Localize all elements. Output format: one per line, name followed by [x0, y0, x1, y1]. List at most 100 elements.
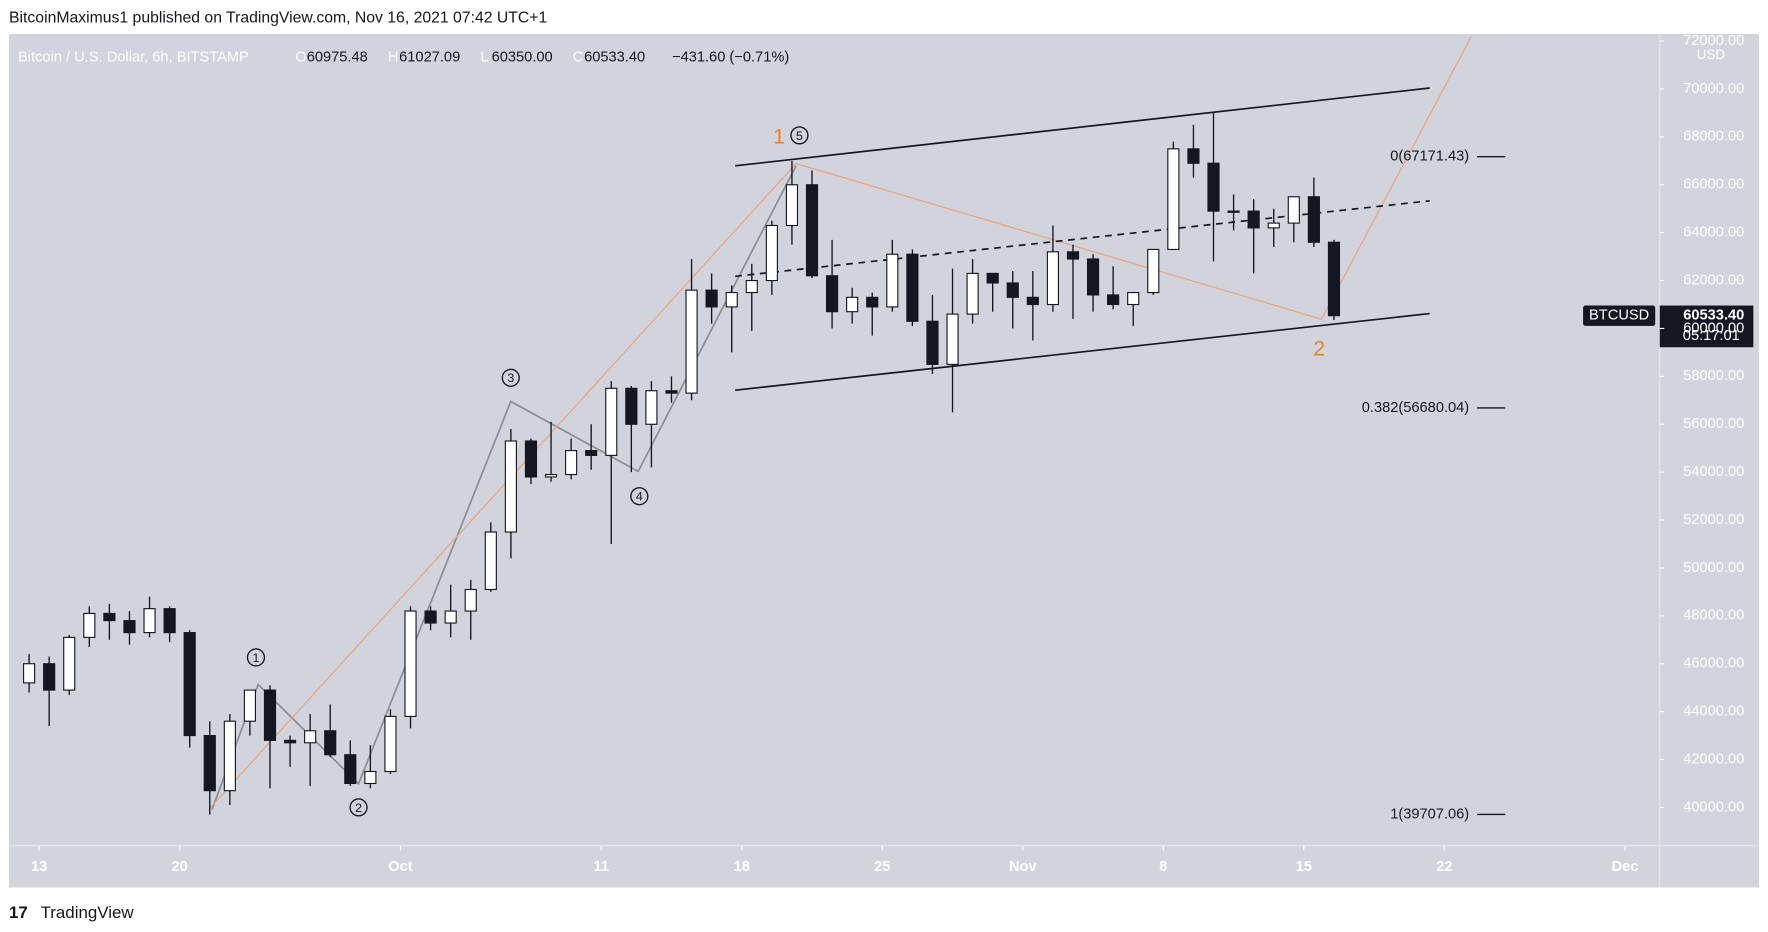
- x-tick-label: 22: [1436, 859, 1452, 875]
- header-row: Bitcoin / U.S. Dollar, 6h, BITSTAMP O 609…: [18, 49, 789, 65]
- candle-body: [524, 440, 538, 478]
- candle-body: [103, 612, 116, 622]
- x-tick-label: 13: [31, 859, 47, 875]
- y-tick-label: 62000.00: [1683, 272, 1744, 288]
- wave-label-minor: 1: [253, 651, 260, 665]
- candle-body: [163, 608, 176, 634]
- wave-label-minor: 3: [507, 371, 514, 385]
- candle-body: [1046, 251, 1059, 306]
- brand: 17 TradingView: [9, 903, 134, 922]
- candle-body: [283, 739, 297, 744]
- y-tick-label: 44000.00: [1683, 704, 1744, 720]
- fib-label: 1(39707.06): [1390, 806, 1469, 822]
- candle-body: [123, 620, 136, 634]
- wave-label-major: 2: [1313, 336, 1325, 360]
- candle-body: [324, 730, 337, 756]
- candle-body: [966, 272, 979, 315]
- channel-lower: [735, 312, 1430, 392]
- wave-label-minor: 2: [355, 801, 362, 815]
- candle-body: [1107, 294, 1120, 306]
- brand-logo: 17: [9, 903, 28, 922]
- candle-body: [1147, 248, 1160, 294]
- candle-body: [625, 387, 638, 425]
- candle-body: [263, 689, 277, 741]
- symbol-title: Bitcoin / U.S. Dollar, 6h, BITSTAMP: [18, 49, 249, 65]
- chart-panel: [9, 33, 1759, 888]
- wave-circle: [790, 126, 809, 145]
- fib-label: 0.382(56680.04): [1362, 400, 1469, 416]
- candle-body: [886, 253, 899, 308]
- y-tick-label: 58000.00: [1683, 368, 1744, 384]
- candle-body: [484, 531, 497, 591]
- candle-body: [344, 754, 357, 785]
- candle-body: [645, 390, 658, 425]
- candle-body: [826, 275, 839, 313]
- channel-middle: [735, 199, 1430, 278]
- candle-body: [785, 184, 799, 227]
- ohlc-key: H: [388, 49, 399, 65]
- fib-label: 0(67171.43): [1390, 149, 1469, 165]
- overlay: 0(67171.43)0.382(56680.04)1(39707.06)1 53…: [246, 124, 1754, 822]
- candle-body: [1247, 210, 1260, 229]
- candle-body: [705, 289, 718, 308]
- candle-body: [243, 689, 257, 722]
- y-tick-label: 40000.00: [1683, 799, 1744, 815]
- y-tick-label: 60000.00: [1683, 320, 1744, 336]
- candle-body: [1026, 296, 1039, 306]
- wave-label-minor: 5: [796, 129, 803, 143]
- y-tick-label: 50000.00: [1683, 560, 1744, 576]
- x-tick-label: Nov: [1009, 859, 1038, 875]
- candle-body: [63, 636, 76, 691]
- wave-label-minor: 4: [636, 490, 643, 504]
- candle-body: [946, 313, 959, 365]
- candle-body: [1207, 162, 1220, 212]
- symbol-tag: [1583, 305, 1656, 326]
- x-tick-label: Oct: [388, 859, 413, 875]
- y-unit: USD: [1697, 47, 1726, 62]
- y-tick-label: 56000.00: [1683, 416, 1744, 432]
- ohlc-value: 61027.09: [399, 49, 460, 65]
- candle-body: [986, 272, 999, 284]
- candle-body: [203, 735, 216, 792]
- y-tick-label: 66000.00: [1683, 177, 1744, 193]
- candle-body: [1267, 222, 1280, 229]
- wave-label-major: 1: [773, 124, 785, 148]
- candle-body: [143, 608, 156, 634]
- candle-body: [1066, 251, 1080, 260]
- candle-body: [223, 720, 236, 792]
- candle-body: [544, 473, 558, 478]
- y-tick-label: 64000.00: [1683, 225, 1744, 241]
- ohlc-key: L: [480, 49, 488, 65]
- candle-body: [605, 387, 618, 456]
- y-tick-label: 72000.00: [1683, 33, 1744, 49]
- candle-body: [585, 450, 598, 456]
- candle-body: [565, 450, 578, 476]
- y-tick-label: 48000.00: [1683, 608, 1744, 624]
- ohlc-value: 60533.40: [584, 49, 645, 65]
- candle-body: [1327, 241, 1341, 317]
- x-tick-label: 18: [734, 859, 750, 875]
- candle-body: [83, 612, 96, 638]
- candle-body: [1006, 282, 1019, 298]
- candle-body: [404, 610, 417, 717]
- price-tag-text: 60533.40: [1683, 308, 1744, 324]
- candle-body: [906, 253, 919, 322]
- candle-body: [805, 184, 819, 277]
- publish-line: BitcoinMaximus1 published on TradingView…: [9, 9, 547, 26]
- channel-upper: [735, 87, 1430, 167]
- x-tick-label: 15: [1296, 859, 1312, 875]
- candle-body: [304, 730, 317, 744]
- price-tag: [1659, 305, 1754, 348]
- ohlc-value: 60350.00: [492, 49, 553, 65]
- wave-circle: [630, 487, 649, 506]
- candle-body: [183, 632, 196, 737]
- y-tick-label: 70000.00: [1683, 81, 1744, 97]
- candle-body: [1227, 210, 1240, 213]
- y-tick-label: 68000.00: [1683, 129, 1744, 145]
- y-tick-label: 54000.00: [1683, 464, 1744, 480]
- ohlc-value: 60975.48: [307, 49, 368, 65]
- symbol-tag-text: BTCUSD: [1589, 308, 1649, 324]
- candle-body: [1307, 196, 1320, 243]
- candle-body: [1127, 291, 1140, 306]
